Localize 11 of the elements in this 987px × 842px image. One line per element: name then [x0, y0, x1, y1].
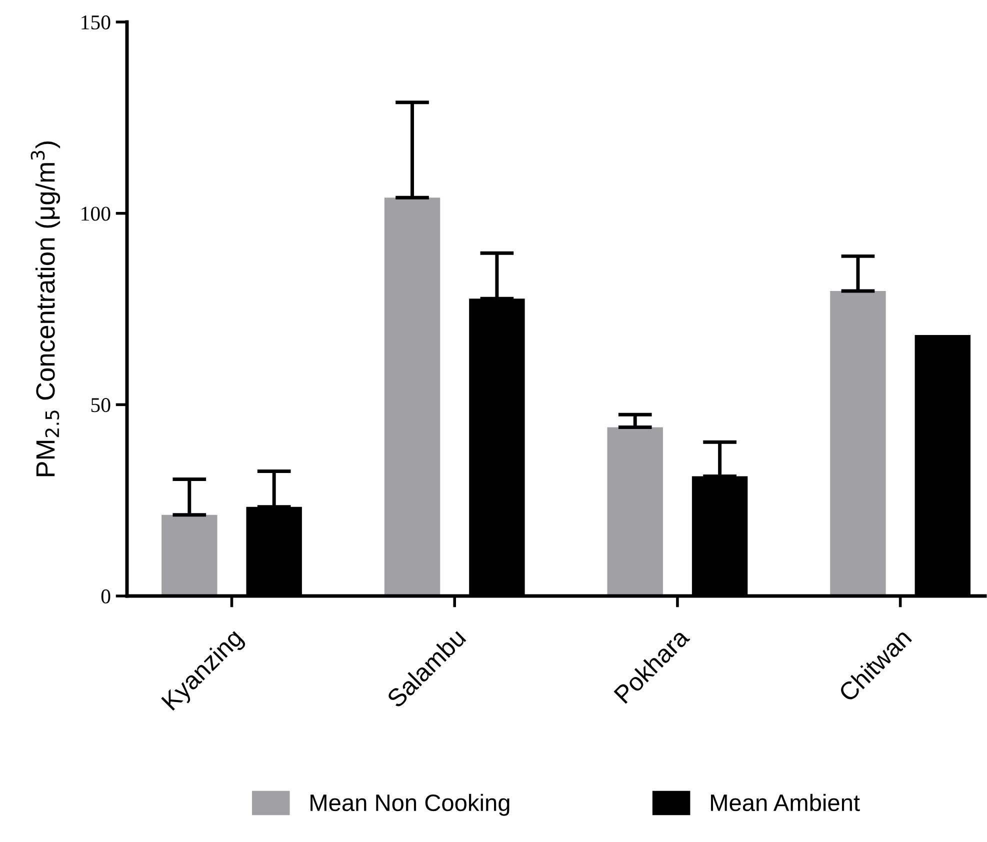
bar: [384, 198, 440, 596]
y-tick-label: 100: [82, 206, 110, 221]
legend-label: Mean Non Cooking: [310, 794, 510, 816]
y-tick-label: 50: [91, 398, 110, 412]
legend-label: Mean Ambient: [711, 794, 860, 812]
y-tick-label: 0: [101, 589, 110, 604]
y-tick-label: 150: [82, 15, 110, 30]
bar: [607, 427, 663, 596]
bar: [162, 514, 218, 596]
y-axis-title: PM$_{2.5}$ Concentration (μg/m$^{3}$): [30, 142, 60, 476]
bar: [830, 291, 886, 596]
